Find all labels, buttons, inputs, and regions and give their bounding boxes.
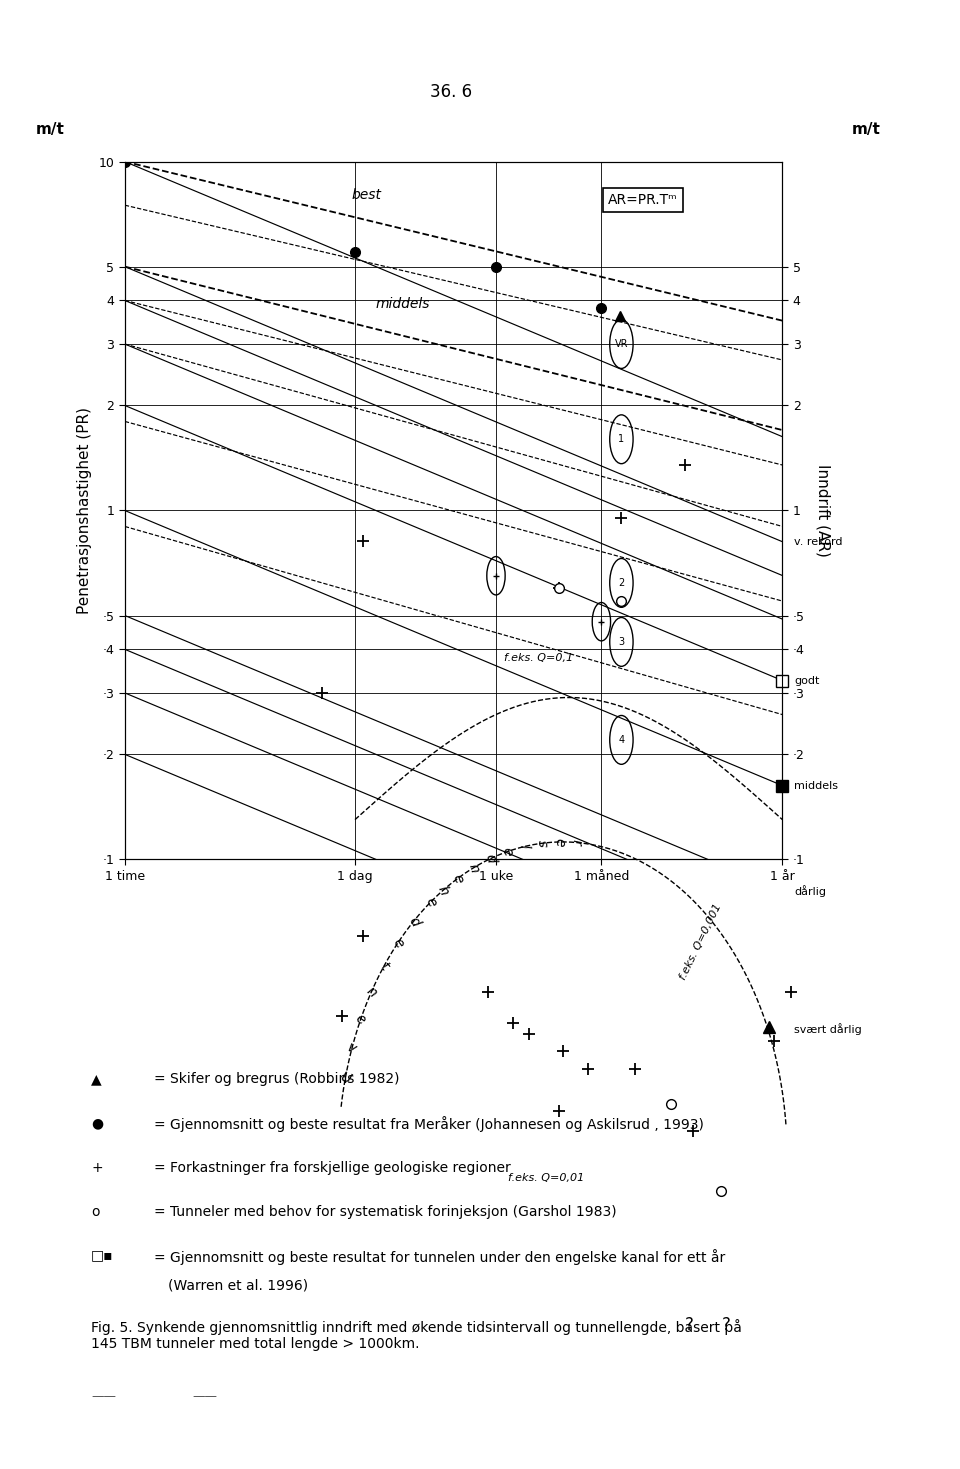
Text: AR=PR.Tᵐ: AR=PR.Tᵐ xyxy=(608,192,678,207)
Text: middels: middels xyxy=(375,297,429,311)
Text: v: v xyxy=(345,1040,359,1056)
Text: m/t: m/t xyxy=(36,122,65,137)
Text: = Gjennomsnitt og beste resultat fra Meråker (Johannesen og Askilsrud , 1993): = Gjennomsnitt og beste resultat fra Mer… xyxy=(154,1116,704,1133)
Text: ——: —— xyxy=(91,1390,116,1403)
Text: f.eks. Q=0,01: f.eks. Q=0,01 xyxy=(508,1174,584,1184)
Text: s: s xyxy=(535,839,549,848)
Text: d: d xyxy=(482,853,498,865)
Text: e: e xyxy=(499,846,515,856)
Text: ?: ? xyxy=(684,1316,694,1334)
Text: r: r xyxy=(569,839,584,846)
Text: l: l xyxy=(516,843,531,849)
Text: 4: 4 xyxy=(618,734,624,745)
Text: 1: 1 xyxy=(618,435,624,444)
Text: □▪: □▪ xyxy=(91,1249,113,1263)
Text: 36. 6: 36. 6 xyxy=(430,82,472,101)
Text: e: e xyxy=(449,873,466,884)
Y-axis label: Penetrasjonshastighet (PR): Penetrasjonshastighet (PR) xyxy=(77,407,91,614)
Text: e: e xyxy=(552,837,566,846)
Text: = Tunneler med behov for systematisk forinjeksjon (Garshol 1983): = Tunneler med behov for systematisk for… xyxy=(154,1205,616,1219)
Text: h: h xyxy=(434,884,450,898)
Text: VR: VR xyxy=(614,339,628,350)
Text: 3: 3 xyxy=(618,638,624,646)
Text: godt: godt xyxy=(794,676,820,686)
Text: U: U xyxy=(338,1069,352,1086)
Text: f.eks. Q=0,001: f.eks. Q=0,001 xyxy=(678,902,723,981)
Text: ?: ? xyxy=(722,1316,731,1334)
Text: ●: ● xyxy=(91,1116,104,1131)
Text: d: d xyxy=(405,914,421,928)
Text: dårlig: dårlig xyxy=(794,884,826,896)
Text: svært dårlig: svært dårlig xyxy=(794,1024,862,1036)
Text: = Skifer og bregrus (Robbins 1982): = Skifer og bregrus (Robbins 1982) xyxy=(154,1072,399,1087)
Text: +: + xyxy=(91,1161,103,1175)
Text: best: best xyxy=(351,188,382,203)
Text: m/t: m/t xyxy=(852,122,880,137)
Text: middels: middels xyxy=(794,780,838,790)
Text: t: t xyxy=(376,961,391,974)
Text: ▲: ▲ xyxy=(91,1072,102,1087)
Text: n: n xyxy=(363,984,379,1000)
Text: o: o xyxy=(91,1205,100,1219)
Text: Fig. 5. Synkende gjennomsnittlig inndrift med økende tidsintervall og tunnelleng: Fig. 5. Synkende gjennomsnittlig inndrif… xyxy=(91,1319,742,1351)
Text: e: e xyxy=(353,1012,368,1028)
Text: e: e xyxy=(390,936,406,950)
Y-axis label: Inndrift (AR): Inndrift (AR) xyxy=(816,464,831,557)
Text: e: e xyxy=(422,895,439,909)
Text: n: n xyxy=(466,862,482,874)
Text: f.eks. Q=0,1: f.eks. Q=0,1 xyxy=(504,654,573,663)
Text: v. rekord: v. rekord xyxy=(794,536,843,546)
Text: 2: 2 xyxy=(618,577,625,588)
Text: = Forkastninger fra forskjellige geologiske regioner: = Forkastninger fra forskjellige geologi… xyxy=(154,1161,511,1175)
Text: (Warren et al. 1996): (Warren et al. 1996) xyxy=(168,1278,308,1293)
Text: ——: —— xyxy=(192,1390,217,1403)
Text: = Gjennomsnitt og beste resultat for tunnelen under den engelske kanal for ett å: = Gjennomsnitt og beste resultat for tun… xyxy=(154,1249,725,1265)
